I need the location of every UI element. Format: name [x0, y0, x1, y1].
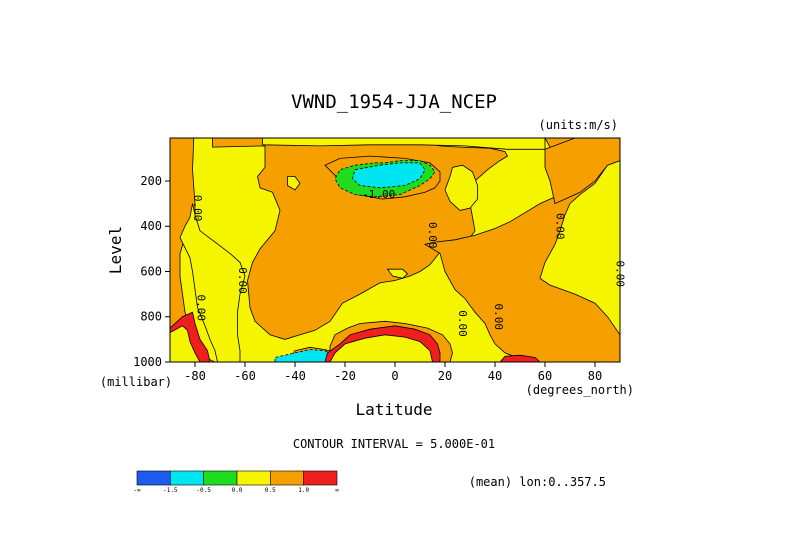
x-tick-label: 60: [538, 369, 552, 383]
colorbar-label: -1.5: [163, 487, 178, 494]
contour-label: 0.00: [236, 267, 249, 294]
plot-area: [170, 138, 620, 362]
x-tick-label: -80: [184, 369, 206, 383]
contour-region: [386, 268, 409, 279]
x-tick-label: 80: [588, 369, 602, 383]
mean-note: (mean) lon:0..357.5: [469, 475, 606, 489]
x-tick-label: 20: [438, 369, 452, 383]
x-tick-label: 0: [391, 369, 398, 383]
contour-region: [179, 203, 246, 362]
y-axis-label: Level: [106, 226, 125, 274]
y-axis: 200 400 600 800 1000: [133, 174, 170, 369]
contour-region: [287, 176, 301, 191]
x-axis-label: Latitude: [355, 400, 432, 419]
colorbar-label: 0.5: [265, 487, 276, 494]
y-units-label: (millibar): [100, 375, 172, 389]
x-tick-label: -40: [284, 369, 306, 383]
contour-label: 0.00: [191, 195, 204, 222]
colorbar-swatch: [170, 470, 204, 486]
contour-region: [544, 138, 620, 205]
colorbar-label: 1.0: [298, 487, 309, 494]
y-tick-label: 600: [140, 264, 162, 278]
contour-interval-note: CONTOUR INTERVAL = 5.000E-01: [293, 437, 495, 451]
x-tick-label: -60: [234, 369, 256, 383]
colorbar-label: ∞: [335, 487, 339, 494]
y-tick-label: 1000: [133, 355, 162, 369]
y-tick-label: 800: [140, 310, 162, 324]
contour-label: 0.00: [426, 222, 439, 249]
contour-region: [170, 325, 201, 362]
colorbar: -∞ -1.5 -0.5 0.0 0.5 1.0 ∞: [133, 470, 339, 494]
y-tick-label: 400: [140, 219, 162, 233]
x-units-label: (degrees_north): [526, 383, 634, 397]
x-tick-label: -20: [334, 369, 356, 383]
contour-region: [499, 354, 541, 362]
contour-label: -1.00: [362, 188, 395, 201]
colorbar-label: 0.0: [232, 487, 243, 494]
colorbar-label: -0.5: [196, 487, 211, 494]
y-tick-label: 200: [140, 174, 162, 188]
contour-region: [329, 334, 433, 362]
contour-region: [274, 349, 341, 362]
colorbar-swatch: [303, 470, 338, 486]
contour-region: [170, 138, 216, 362]
units-label: (units:m/s): [539, 118, 618, 132]
contour-region: [444, 164, 478, 211]
x-tick-label: 40: [488, 369, 502, 383]
colorbar-swatch: [236, 470, 271, 486]
colorbar-swatch: [136, 470, 171, 486]
colorbar-swatch: [203, 470, 238, 486]
contour-region: [262, 138, 546, 150]
contour-label: 0.00: [456, 310, 469, 337]
x-axis: -80 -60 -40 -20 0 20 40 60 80: [184, 362, 602, 383]
chart-title: VWND_1954-JJA_NCEP: [291, 91, 497, 113]
colorbar-label: -∞: [133, 487, 141, 494]
colorbar-swatch: [270, 470, 304, 486]
contour-label: 0.00: [492, 303, 505, 330]
contour-labels: 0.000.000.00-1.000.000.00 0.000.000.00: [191, 188, 627, 337]
contour-label: 0.00: [195, 294, 208, 321]
contour-region: [352, 162, 426, 189]
contour-label: 0.00: [553, 213, 566, 240]
